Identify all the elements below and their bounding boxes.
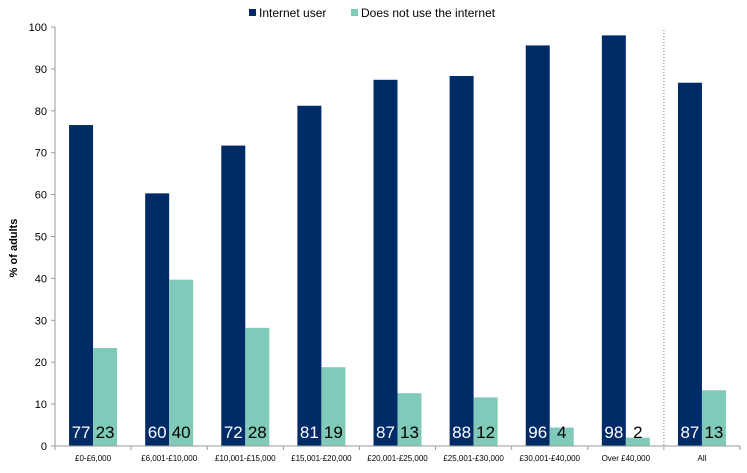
data-label: 12	[476, 423, 495, 442]
y-tick-label: 100	[29, 22, 47, 34]
y-tick-label: 30	[35, 315, 47, 327]
bar	[93, 347, 118, 446]
data-label: 28	[248, 423, 267, 442]
bar	[245, 327, 270, 446]
x-axis: £0-£6,000 £6,001-£10,000 £10,001-£15,000 £1…	[54, 30, 741, 463]
data-label: 87	[680, 423, 699, 442]
bar	[549, 427, 574, 446]
y-tick-label: 50	[35, 232, 47, 244]
bar	[677, 82, 702, 447]
data-label: 4	[557, 423, 566, 442]
bar	[69, 125, 94, 447]
legend-swatch	[351, 9, 358, 16]
data-label: 72	[224, 423, 243, 442]
bar	[525, 45, 550, 446]
x-tick-label: £25,001-£30,000	[443, 454, 504, 463]
legend-label: Does not use the internet	[361, 6, 496, 20]
x-tick-label: Over £40,000	[602, 454, 651, 463]
bar	[601, 35, 626, 446]
data-label: 13	[400, 423, 419, 442]
bar	[449, 76, 474, 446]
bar	[373, 79, 398, 446]
data-label: 77	[72, 423, 91, 442]
x-tick-label: £10,001-£15,000	[215, 454, 276, 463]
y-tick-label: 10	[35, 399, 47, 411]
data-label: 23	[96, 423, 115, 442]
y-axis: 0 10 20 30 40 50 60 70 80 90 100	[29, 22, 56, 453]
data-label: 19	[324, 423, 343, 442]
x-tick-label: £30,001-£40,000	[519, 454, 580, 463]
x-tick-label: £15,001-£20,000	[291, 454, 352, 463]
bar	[221, 145, 246, 446]
bar	[297, 105, 322, 446]
y-tick-label: 80	[35, 106, 47, 118]
y-tick-label: 70	[35, 148, 47, 160]
data-label: 81	[300, 423, 319, 442]
y-tick-label: 20	[35, 357, 47, 369]
x-tick-label: £6,001-£10,000	[141, 454, 198, 463]
x-tick-label: £20,001-£25,000	[367, 454, 428, 463]
y-tick-label: 60	[35, 190, 47, 202]
y-tick-label: 40	[35, 273, 47, 285]
data-label: 98	[604, 423, 623, 442]
legend: Internet user Does not use the internet	[249, 6, 496, 20]
bar	[321, 367, 346, 446]
bar	[145, 193, 170, 446]
x-tick-label: £0-£6,000	[75, 454, 112, 463]
x-tick-label: All	[697, 454, 706, 463]
legend-label: Internet user	[259, 6, 326, 20]
data-label: 87	[376, 423, 395, 442]
data-labels: 77 60 72 81 87 88 96 98 87 23 40 28 19 13 12 4 2 13	[72, 423, 724, 442]
data-label: 96	[528, 423, 547, 442]
data-label: 60	[148, 423, 167, 442]
y-tick-label: 90	[35, 64, 47, 76]
bar	[169, 279, 194, 446]
bar	[397, 393, 422, 446]
bar	[473, 397, 498, 446]
bars	[69, 35, 726, 447]
legend-swatch	[249, 9, 256, 16]
data-label: 40	[172, 423, 191, 442]
data-label: 2	[633, 423, 642, 442]
data-label: 88	[452, 423, 471, 442]
y-tick-label: 0	[41, 441, 47, 453]
bar	[701, 390, 726, 446]
data-label: 13	[704, 423, 723, 442]
bar	[625, 437, 650, 446]
y-axis-label: % of adults	[8, 219, 20, 278]
